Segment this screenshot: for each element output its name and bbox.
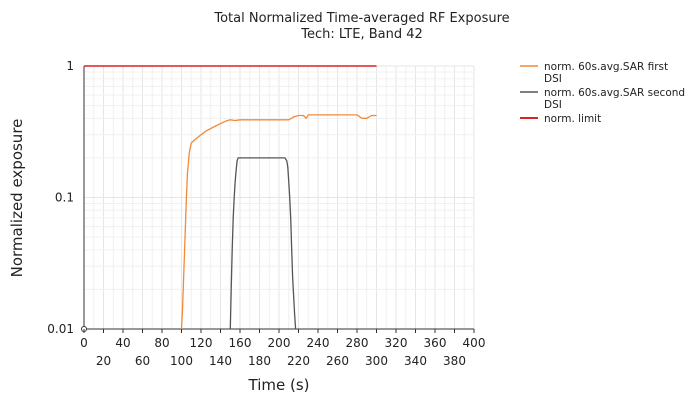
x-tick-label: 100: [170, 354, 193, 368]
x-tick-label: 60: [135, 354, 150, 368]
x-tick-label: 240: [307, 336, 330, 350]
x-tick-label: 380: [443, 354, 466, 368]
legend-label: norm. limit: [544, 113, 601, 125]
x-tick-label: 0: [80, 336, 88, 350]
chart-subtitle: Tech: LTE, Band 42: [300, 27, 423, 42]
x-tick-label: 400: [463, 336, 486, 350]
x-tick-label: 360: [424, 336, 447, 350]
x-tick-labels: 0 40 80 120 160 200 240 280 320 360 400 20 60 100 140 1…: [80, 336, 485, 368]
x-tick-label: 40: [115, 336, 130, 350]
x-tick-label: 80: [154, 336, 169, 350]
x-axis-label: Time (s): [248, 376, 310, 394]
legend-label: norm. 60s.avg.SAR second DSI: [544, 87, 685, 111]
x-tick-label: 260: [326, 354, 349, 368]
x-tick-label: 180: [248, 354, 271, 368]
x-tick-label: 120: [190, 336, 213, 350]
y-tick-label: 0.01: [47, 322, 74, 336]
x-tick-label: 140: [209, 354, 232, 368]
y-axis-label: Normalized exposure: [8, 119, 26, 278]
chart-title: Total Normalized Time-averaged RF Exposu…: [213, 11, 509, 26]
x-tick-label: 220: [287, 354, 310, 368]
x-tick-label: 200: [268, 336, 291, 350]
x-tick-label: 320: [385, 336, 408, 350]
x-tick-label: 280: [346, 336, 369, 350]
x-tick-label: 160: [229, 336, 252, 350]
x-tick-label: 20: [96, 354, 111, 368]
y-tick-labels: 1 0.1 0.01: [47, 59, 74, 336]
x-tick-label: 340: [404, 354, 427, 368]
y-tick-label: 0.1: [55, 191, 74, 205]
series-line-2: [229, 157, 297, 330]
y-tick-label: 1: [66, 59, 74, 73]
gridlines: [83, 65, 475, 330]
x-tick-label: 300: [365, 354, 388, 368]
axes: [81, 66, 475, 333]
series-line-1: [180, 114, 377, 330]
series-layer: [84, 65, 377, 330]
legend-label: norm. 60s.avg.SAR first DSI: [544, 61, 668, 85]
